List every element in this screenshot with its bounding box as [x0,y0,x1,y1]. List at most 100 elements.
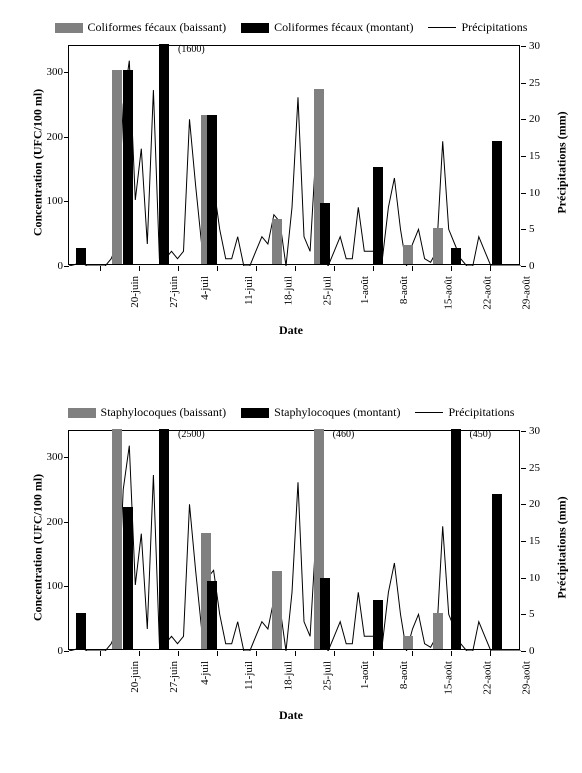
x-tick: 1-août [359,661,371,689]
y-left-tick: 0 [33,645,63,657]
bar-baissant [272,571,282,649]
y-left-tick: 100 [33,195,63,207]
x-title: Date [0,323,582,338]
legend-swatch [68,408,96,418]
bar-montant [373,600,383,649]
y-right-tick: 25 [529,462,559,474]
legend-item: Coliformes fécaux (montant) [241,20,413,35]
bar-baissant [433,228,443,264]
legend-item: Précipitations [415,405,514,420]
bar-annotation: (460) [333,429,355,440]
x-tick: 18-juil [282,276,294,305]
bar-montant [76,613,86,649]
bar-baissant [272,219,282,264]
x-tick: 22-août [482,661,494,695]
bar-baissant [433,613,443,649]
y-left-tick: 200 [33,131,63,143]
y-right-tick: 25 [529,77,559,89]
legend-label: Précipitations [448,405,514,420]
chart-coliformes: Coliformes fécaux (baissant) Coliformes f… [0,20,582,325]
bar-montant [492,141,502,264]
legend-item: Coliformes fécaux (baissant) [55,20,227,35]
x-tick: 15-août [443,661,455,695]
legend-swatch [241,408,269,418]
x-tick: 27-juin [168,661,180,693]
legend-swatch [415,412,443,413]
bar-montant [373,167,383,264]
bar-montant [159,429,169,649]
plot-area: 010020030005101520253020-juin27-juin4-ju… [68,430,520,650]
x-tick: 22-août [482,276,494,310]
x-tick: 4-juil [199,661,211,685]
x-title: Date [0,708,582,723]
bar-montant [320,203,330,264]
y-left-tick: 0 [33,260,63,272]
x-tick: 27-juin [168,276,180,308]
legend-label: Staphylocoques (montant) [274,405,400,420]
x-tick: 29-août [521,661,533,695]
y-right-tick: 10 [529,187,559,199]
bar-montant [159,44,169,264]
y-left-title: Concentration (UFC/100 ml) [31,448,46,648]
y-right-tick: 15 [529,150,559,162]
x-tick: 11-juil [243,661,255,690]
bar-baissant [112,70,122,264]
bar-montant [451,248,461,264]
legend-swatch [55,23,83,33]
x-tick: 8-août [398,276,410,304]
y-right-tick: 20 [529,498,559,510]
legend-label: Coliformes fécaux (baissant) [88,20,227,35]
x-tick: 4-juil [199,276,211,300]
x-tick: 25-juil [321,661,333,690]
bar-baissant [403,245,413,264]
bar-montant [207,581,217,649]
bar-montant [207,115,217,264]
bar-montant [76,248,86,264]
plot-area: 010020030005101520253020-juin27-juin4-ju… [68,45,520,265]
bar-montant [123,507,133,649]
y-right-tick: 30 [529,40,559,52]
legend-item: Staphylocoques (baissant) [68,405,227,420]
y-left-tick: 300 [33,66,63,78]
y-right-tick: 15 [529,535,559,547]
x-tick: 29-août [521,276,533,310]
y-right-tick: 0 [529,645,559,657]
bar-montant [451,429,461,649]
y-left-tick: 100 [33,580,63,592]
legend-swatch [428,27,456,28]
chart-staphylocoques: Staphylocoques (baissant) Staphylocoques … [0,405,582,710]
legend-label: Staphylocoques (baissant) [101,405,227,420]
x-tick: 20-juin [129,276,141,308]
x-tick: 8-août [398,661,410,689]
x-tick: 18-juil [282,661,294,690]
x-tick: 15-août [443,276,455,310]
bar-baissant [403,636,413,649]
legend-item: Précipitations [428,20,527,35]
y-left-tick: 300 [33,451,63,463]
x-tick: 1-août [359,276,371,304]
x-tick: 20-juin [129,661,141,693]
x-tick: 25-juil [321,276,333,305]
legend: Staphylocoques (baissant) Staphylocoques … [0,405,582,420]
legend-swatch [241,23,269,33]
y-right-tick: 5 [529,223,559,235]
y-right-tick: 0 [529,260,559,272]
bar-baissant [112,429,122,649]
bar-montant [492,494,502,649]
bar-annotation: (1600) [178,44,205,55]
bar-annotation: (2500) [178,429,205,440]
x-tick: 11-juil [243,276,255,305]
bar-montant [320,578,330,649]
legend-label: Précipitations [461,20,527,35]
bar-montant [123,70,133,264]
y-left-title: Concentration (UFC/100 ml) [31,63,46,263]
y-right-tick: 10 [529,572,559,584]
legend: Coliformes fécaux (baissant) Coliformes f… [0,20,582,35]
y-right-tick: 5 [529,608,559,620]
y-left-tick: 200 [33,516,63,528]
legend-label: Coliformes fécaux (montant) [274,20,413,35]
precipitation-line [69,46,521,266]
y-right-tick: 30 [529,425,559,437]
legend-item: Staphylocoques (montant) [241,405,400,420]
y-right-tick: 20 [529,113,559,125]
